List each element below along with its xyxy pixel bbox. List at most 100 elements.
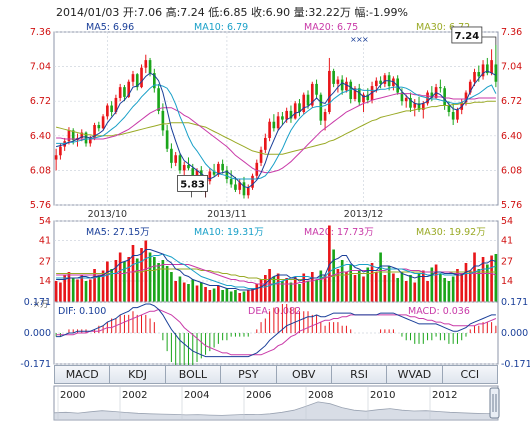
timeline-year-label: 2000	[60, 390, 85, 401]
macd-y-tick-label-right: 0.000	[501, 328, 528, 339]
candle-body	[439, 87, 442, 89]
candle-body	[451, 112, 455, 120]
candle-body	[59, 146, 62, 156]
ma30-line	[55, 100, 496, 155]
quote-info-bar: 2014/01/03 开:7.06 高:7.24 低:6.85 收:6.90 量…	[56, 6, 408, 19]
timeline-navigator[interactable]: 2000 2002 2004 2006 2008 2010 2012	[53, 385, 500, 421]
candle-body	[421, 103, 425, 110]
volume-bar	[404, 281, 408, 302]
volume-legend-item: MA20: 17.73万	[304, 227, 374, 238]
price-x-tick-label: 2013/11	[207, 209, 246, 220]
price-x-tick-label: 2013/10	[88, 209, 127, 220]
macd-y-tick-label-right: 0.171	[501, 297, 528, 308]
volume-bar	[486, 264, 489, 302]
high-callout-box	[451, 26, 483, 44]
volume-bar	[460, 273, 464, 302]
candle-body	[127, 81, 131, 97]
volume-bar	[118, 252, 122, 302]
volume-bar	[204, 287, 207, 302]
timeline-range-handle[interactable]	[489, 387, 500, 419]
volume-bar	[319, 270, 323, 302]
price-y-tick-label-right: 6.40	[501, 131, 522, 142]
candle-body	[144, 60, 148, 68]
tab-obv[interactable]: OBV	[276, 365, 332, 384]
candle-body	[106, 105, 109, 117]
dea-line	[56, 308, 497, 356]
price-y-tick-label-left: 5.76	[30, 200, 51, 211]
vol-ma10-line	[56, 253, 497, 289]
tab-wvad[interactable]: WVAD	[387, 365, 443, 384]
tab-kdj[interactable]: KDJ	[110, 365, 166, 384]
volume-bar	[400, 272, 404, 302]
tab-boll[interactable]: BOLL	[165, 365, 222, 384]
candle-body	[84, 132, 88, 144]
volume-bar	[208, 290, 212, 302]
volume-bar	[396, 278, 399, 302]
volume-bar	[84, 281, 88, 302]
volume-bar	[417, 273, 421, 302]
tab-cci[interactable]: CCI	[442, 365, 498, 384]
volume-bar	[362, 276, 365, 302]
candle-body	[153, 73, 156, 89]
volume-bar	[93, 269, 96, 302]
candle-body	[195, 170, 199, 180]
tab-rsi[interactable]: RSI	[331, 365, 388, 384]
tab-macd[interactable]: MACD	[54, 365, 111, 384]
volume-bar	[298, 284, 301, 302]
volume-bar	[174, 281, 177, 302]
volume-legend-item: MA10: 19.31万	[194, 227, 264, 238]
candle-body	[268, 121, 271, 138]
candle-body	[323, 112, 327, 121]
candle-body	[114, 97, 118, 113]
candle-body	[88, 137, 92, 144]
price-y-tick-label-right: 5.76	[501, 200, 522, 211]
candle-body	[328, 70, 331, 113]
volume-bar	[101, 270, 105, 302]
macd-legend-item: MACD: 0.036	[408, 306, 470, 317]
macd-chart: 0.171 0.171 0.000 0.000 -0.171 -0.171 DIF: 0.1…	[20, 297, 530, 370]
volume-bar	[161, 260, 165, 302]
volume-bar	[392, 273, 395, 302]
volume-bar	[97, 275, 101, 302]
candle-body	[366, 94, 370, 101]
candle-body	[242, 182, 246, 196]
price-y-tick-label-right: 7.04	[501, 62, 522, 73]
candle-body	[430, 92, 434, 98]
volume-bar	[443, 278, 446, 302]
tab-psy[interactable]: PSY	[221, 365, 277, 384]
volume-bar	[110, 269, 113, 302]
volume-bar	[157, 263, 160, 302]
price-y-tick-label-left: 6.40	[30, 131, 51, 142]
volume-bar	[285, 278, 288, 302]
volume-bar	[302, 273, 306, 302]
candle-body	[409, 97, 412, 108]
low-callout-box	[177, 175, 208, 192]
volume-bar	[375, 272, 378, 302]
candle-body	[285, 110, 288, 120]
price-legend-item: MA10: 6.79	[194, 22, 248, 33]
volume-bar	[336, 269, 340, 302]
volume-bar	[242, 291, 246, 302]
volume-bar	[430, 267, 434, 302]
candle-body	[118, 87, 122, 98]
candle-body	[353, 88, 357, 100]
price-x-tick-label: 2013/12	[344, 209, 383, 220]
candle-body	[251, 175, 254, 188]
candle-body	[464, 92, 468, 103]
volume-bar	[127, 257, 131, 302]
candle-body	[148, 60, 152, 74]
candle-body	[212, 171, 216, 175]
volume-bar	[54, 281, 58, 302]
volume-bar	[246, 290, 250, 302]
candle-body	[135, 74, 139, 88]
volume-bar	[123, 261, 126, 302]
volume-bar	[76, 279, 79, 302]
candle-body	[54, 155, 58, 160]
volume-bar	[490, 255, 493, 302]
volume-bar	[67, 272, 71, 302]
candle-body	[468, 81, 472, 93]
volume-bar	[195, 285, 199, 302]
candle-body	[362, 94, 365, 103]
